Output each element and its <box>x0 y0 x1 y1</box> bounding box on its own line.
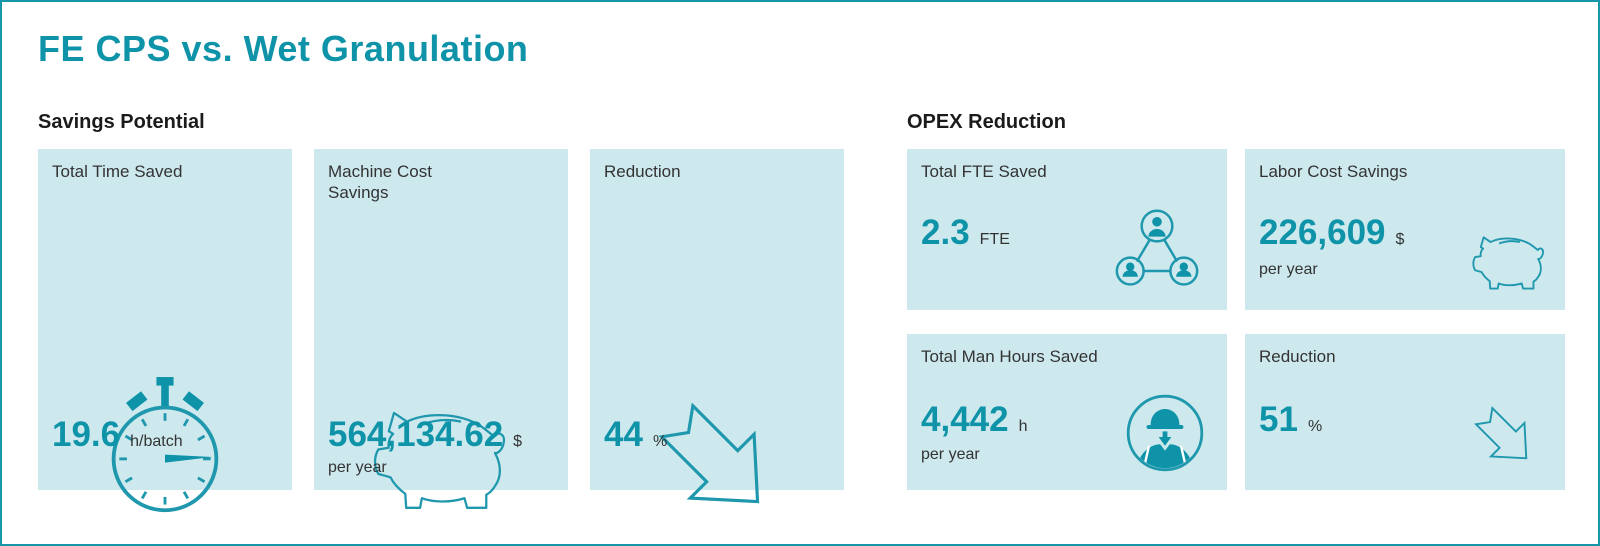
piggy-bank-icon <box>367 405 515 514</box>
kpi-value: 44 <box>604 415 643 454</box>
section-heading-savings-potential: Savings Potential <box>38 111 205 133</box>
card-label: Total FTE Saved <box>921 162 1047 181</box>
card-label: Machine Cost Savings <box>328 162 432 203</box>
card-machine-cost-savings: Machine Cost Savings 564,134.62 $ per ye… <box>314 149 568 509</box>
kpi-value: 19.6 <box>52 415 121 454</box>
card-labor-cost-savings: Labor Cost Savings 226,609 $ per year <box>1245 149 1565 310</box>
kpi-note: per year <box>921 446 980 463</box>
kpi-machine-cost-savings: 564,134.62 $ <box>328 417 522 452</box>
kpi-unit: % <box>1307 418 1323 435</box>
stopwatch-icon <box>106 377 224 516</box>
card-reduction-savings: Reduction 44 % <box>590 149 844 504</box>
team-network-icon <box>1109 206 1205 294</box>
kpi-value: 226,609 <box>1259 213 1386 252</box>
kpi-value: 564,134.62 <box>328 415 504 454</box>
kpi-value: 51 <box>1259 400 1298 439</box>
kpi-unit: FTE <box>979 231 1010 248</box>
kpi-note: per year <box>328 459 387 476</box>
card-label: Reduction <box>604 162 681 181</box>
kpi-note: per year <box>1259 261 1318 278</box>
kpi-unit: $ <box>513 433 523 450</box>
kpi-total-time-saved: 19.6 h/batch <box>52 417 183 452</box>
card-label: Reduction <box>1259 347 1336 366</box>
section-heading-opex-reduction: OPEX Reduction <box>907 111 1066 133</box>
construction-worker-icon <box>1125 393 1205 473</box>
kpi-total-fte-saved: 2.3 FTE <box>921 215 1010 250</box>
card-total-fte-saved: Total FTE Saved <box>907 149 1227 310</box>
arrow-down-right-icon <box>656 400 778 522</box>
kpi-unit: h <box>1018 418 1028 435</box>
piggy-bank-icon <box>1469 233 1549 292</box>
kpi-labor-cost-savings: 226,609 $ <box>1259 215 1404 250</box>
card-total-man-hours-saved: Total Man Hours Saved 4,442 <box>907 334 1227 490</box>
kpi-value: 4,442 <box>921 400 1009 439</box>
kpi-unit: % <box>652 433 668 450</box>
card-total-time-saved: Total Time Saved <box>38 149 292 513</box>
kpi-unit: $ <box>1395 231 1405 248</box>
kpi-value: 2.3 <box>921 213 970 252</box>
card-label: Labor Cost Savings <box>1259 162 1408 181</box>
card-label: Total Time Saved <box>52 162 183 181</box>
arrow-down-right-icon <box>1473 405 1537 469</box>
kpi-reduction-savings: 44 % <box>604 417 667 452</box>
card-label: Total Man Hours Saved <box>921 347 1098 366</box>
kpi-unit: h/batch <box>130 433 183 450</box>
kpi-reduction-opex: 51 % <box>1259 402 1322 437</box>
page-title: FE CPS vs. Wet Granulation <box>38 28 529 69</box>
card-reduction-opex: Reduction 51 % <box>1245 334 1565 490</box>
kpi-total-man-hours-saved: 4,442 h <box>921 402 1028 437</box>
